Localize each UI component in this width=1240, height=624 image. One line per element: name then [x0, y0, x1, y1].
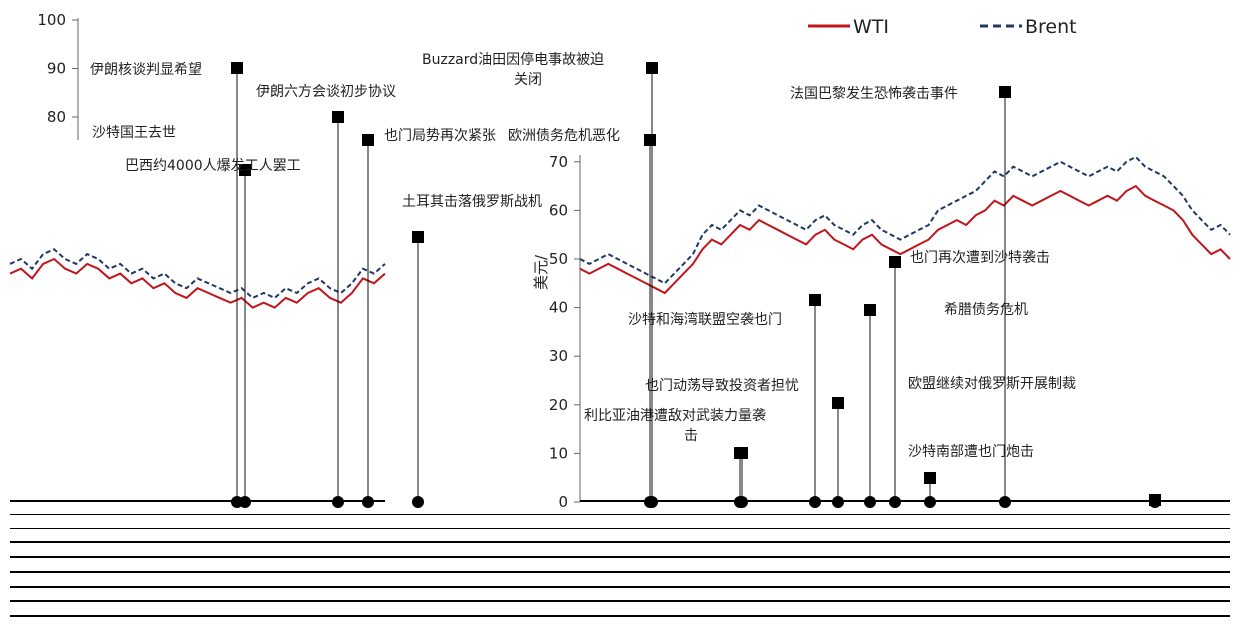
y-tick-label: 10 — [549, 444, 568, 462]
annotation-iran-talks: 伊朗核谈判显希望 — [90, 62, 202, 78]
annotation-libya-line2: 击 — [684, 428, 698, 444]
annotation-paris-attack: 法国巴黎发生恐怖袭击事件 — [790, 85, 958, 102]
artifact-bar — [10, 556, 1230, 558]
annotation-yemen-tension: 也门局势再次紧张 — [384, 128, 496, 144]
event-square-marker — [646, 62, 658, 74]
event-baseline-dot — [924, 496, 936, 508]
event-square-marker — [889, 256, 901, 268]
y-tick-label: 20 — [549, 396, 568, 414]
artifact-bar — [580, 500, 1230, 502]
event-square-marker — [924, 472, 936, 484]
annotation-yemen-unrest: 也门动荡导致投资者担忧 — [645, 378, 799, 394]
event-baseline-dot — [644, 496, 656, 508]
event-baseline-dot — [864, 496, 876, 508]
artifact-bar — [10, 586, 1230, 588]
annotation-saudi-gulf: 沙特和海湾联盟空袭也门 — [628, 311, 782, 328]
artifact-bar — [10, 571, 1230, 573]
annotations: 伊朗核谈判显希望 伊朗六方会谈初步协议 沙特国王去世 也门局势再次紧张 Buzz… — [90, 51, 1076, 460]
legend: WTI Brent — [808, 16, 1077, 38]
event-square-marker — [734, 447, 746, 459]
artifact-bar — [10, 541, 1230, 543]
series-layer — [9, 155, 1231, 309]
annotation-brazil-strike: 巴西约4000人爆发工人罢工 — [125, 158, 301, 174]
annotation-greece-debt: 希腊债务危机 — [944, 302, 1028, 318]
y-tick-label: 80 — [47, 108, 66, 126]
event-baseline-dot — [332, 496, 344, 508]
artifact-bar — [10, 528, 1230, 529]
annotation-libya-line1: 利比亚油港遭敌对武装力量袭 — [584, 408, 766, 424]
wti-line-segment-1 — [9, 257, 386, 309]
legend-brent-label: Brent — [1025, 16, 1077, 38]
event-square-marker — [644, 134, 656, 146]
event-baseline-dot — [999, 496, 1011, 508]
y-tick-label: 60 — [549, 201, 568, 219]
artifact-bar — [10, 500, 385, 502]
legend-wti-label: WTI — [853, 16, 889, 38]
annotation-saudi-king: 沙特国王去世 — [92, 125, 176, 141]
y-tick-label: 50 — [549, 250, 568, 268]
event-baseline-dot — [239, 496, 251, 508]
y-tick-label: 30 — [549, 347, 568, 365]
y-tick-label: 100 — [37, 11, 66, 29]
annotation-euro-debt: 欧洲债务危机恶化 — [508, 128, 620, 144]
event-square-marker — [362, 134, 374, 146]
annotation-buzzard-line1: Buzzard油田因停电事故被迫 — [422, 51, 604, 68]
event-baseline-dot — [362, 496, 374, 508]
event-markers — [231, 62, 1161, 508]
annotation-yemen-attacked: 也门再次遭到沙特袭击 — [910, 250, 1050, 266]
event-baseline-dot — [734, 496, 746, 508]
event-square-marker — [809, 294, 821, 306]
y-tick-label: 40 — [549, 299, 568, 317]
event-baseline-dot — [412, 496, 424, 508]
wti-line-segment-2 — [579, 184, 1231, 295]
y-tick-label: 90 — [47, 60, 66, 78]
event-baseline-dot — [832, 496, 844, 508]
y-tick-label: 0 — [558, 493, 568, 511]
artifact-bar — [10, 600, 1230, 602]
annotation-turkey-jet: 土耳其击落俄罗斯战机 — [402, 194, 542, 210]
artifact-bar — [10, 615, 1230, 617]
event-square-marker — [239, 164, 251, 176]
annotation-eu-sanctions: 欧盟继续对俄罗斯开展制裁 — [908, 375, 1076, 392]
y-axis-label: 美元/ — [532, 254, 550, 290]
event-square-marker — [231, 62, 243, 74]
event-baseline-dot — [889, 496, 901, 508]
event-baseline-dot — [809, 496, 821, 508]
event-square-marker — [999, 86, 1011, 98]
brent-line-segment-2 — [579, 155, 1231, 285]
event-baseline-dot — [1149, 496, 1161, 508]
mid-y-axis: 70 60 50 40 30 20 10 0 — [549, 153, 581, 511]
brent-line-segment-1 — [9, 248, 386, 300]
event-square-marker — [412, 231, 424, 243]
top-y-axis: 100 90 80 — [37, 11, 79, 140]
annotation-iran-six: 伊朗六方会谈初步协议 — [256, 83, 396, 100]
event-square-marker — [332, 111, 344, 123]
event-square-marker — [832, 397, 844, 409]
y-tick-label: 70 — [549, 153, 568, 171]
annotation-buzzard-line2: 关闭 — [514, 72, 542, 88]
event-square-marker — [864, 304, 876, 316]
artifact-bar — [10, 514, 1230, 515]
annotation-saudi-south: 沙特南部遭也门炮击 — [908, 444, 1034, 460]
